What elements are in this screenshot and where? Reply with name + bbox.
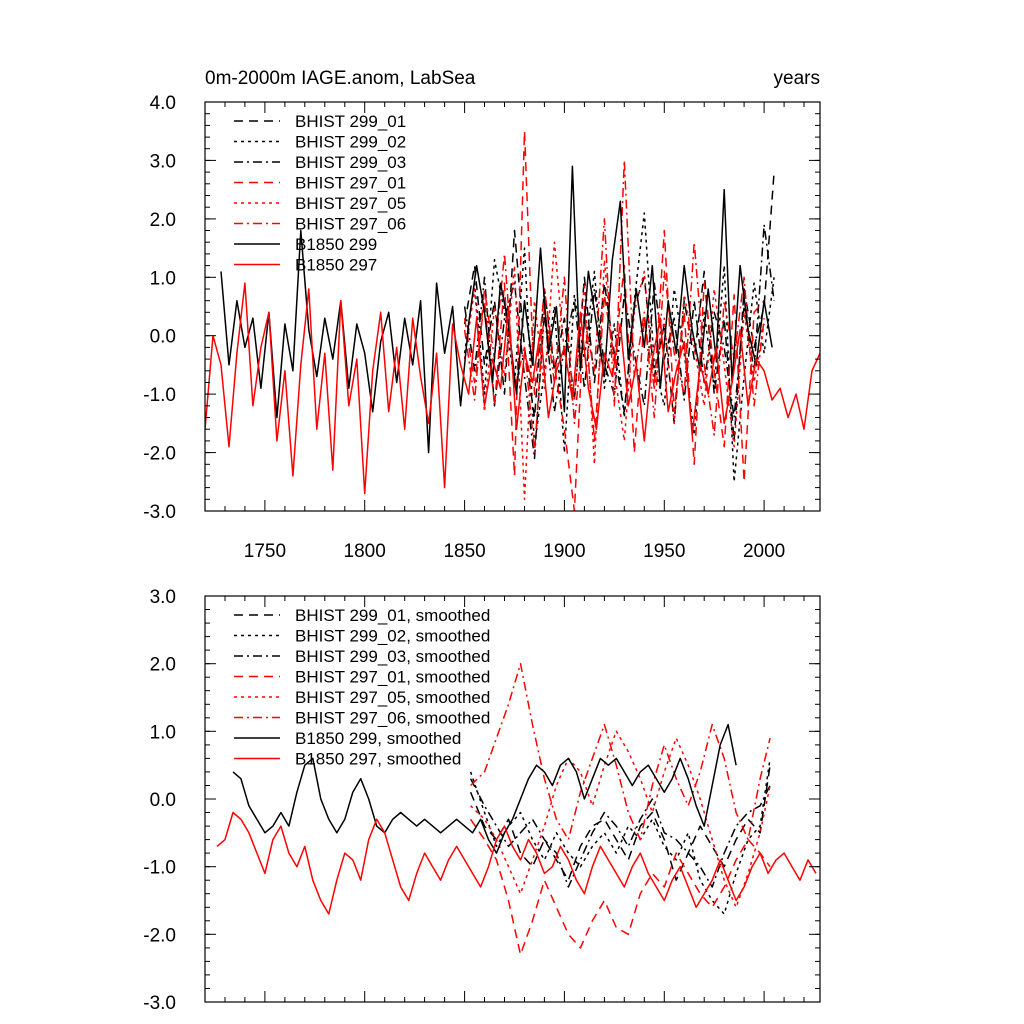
y-tick-label: 0.0 [150,790,176,811]
series-line-2 [469,758,771,915]
legend-label: B1850 297 [295,256,377,275]
legend-label: BHIST 297_01, smoothed [295,668,490,687]
x-tick-label: 1750 [244,541,286,562]
x-tick-label: 1850 [443,541,485,562]
legend-label: BHIST 299_01, smoothed [295,606,490,625]
chart-title-right: years [774,68,820,89]
series-line-7 [232,723,737,854]
chart-title-left: 0m-2000m IAGE.anom, LabSea [205,68,476,89]
legend-label: BHIST 299_03 [295,153,406,172]
series-line-6 [470,662,771,841]
y-tick-label: 1.0 [150,268,176,289]
legend-label: BHIST 297_05, smoothed [295,688,490,707]
legend-label: BHIST 297_06, smoothed [295,709,490,728]
y-tick-label: -2.0 [143,925,176,946]
series-line-6 [463,159,765,454]
legend-label: BHIST 299_01 [295,112,406,131]
x-tick-label: 2000 [743,541,785,562]
legend-label: B1850 297, smoothed [295,750,461,769]
x-tick-label: 1900 [543,541,585,562]
y-tick-label: -3.0 [143,993,176,1014]
legend-label: B1850 299, smoothed [295,729,461,748]
legend-label: BHIST 297_05 [295,194,406,213]
y-tick-label: -1.0 [143,385,176,406]
legend-label: BHIST 299_02, smoothed [295,627,490,646]
series-line-8 [216,811,817,915]
bottom-panel: 3.0 2.0 1.0 0.0 -1.0 -2.0 -3.0 BHIST 299_01, sm… [143,587,821,1014]
y-tick-label: 0.0 [150,327,176,348]
y-tick-label: -1.0 [143,858,176,879]
y-tick-label: 3.0 [150,587,176,608]
series-line-4 [469,818,771,956]
series-group [205,130,820,511]
series-line-1 [463,172,775,442]
top-panel: 4.0 3.0 2.0 1.0 0.0 -1.0 -2.0 -3.0 1750 1800 1850 1… [143,93,821,562]
y-tick-label: -2.0 [143,444,176,465]
plot-frame [204,101,821,512]
series-line-3 [463,223,775,460]
series-line-5 [470,730,771,909]
x-tick-label: 1950 [643,541,685,562]
x-tick-label: 1800 [344,541,386,562]
series-line-2 [463,212,775,483]
legend-label: BHIST 297_01 [295,174,406,193]
legend-label: BHIST 299_03, smoothed [295,647,490,666]
series-group [216,662,817,956]
legend-label: BHIST 299_02 [295,133,406,152]
y-tick-label: -3.0 [143,502,176,523]
legend-label: B1850 299 [295,235,377,254]
y-tick-label: 1.0 [150,722,176,743]
y-tick-label: 2.0 [150,210,176,231]
legend-label: BHIST 297_06 [295,215,406,234]
y-tick-label: 4.0 [150,93,176,114]
y-tick-label: 3.0 [150,151,176,172]
series-line-8 [205,282,820,495]
series-line-3 [469,778,771,888]
y-tick-label: 2.0 [150,655,176,676]
